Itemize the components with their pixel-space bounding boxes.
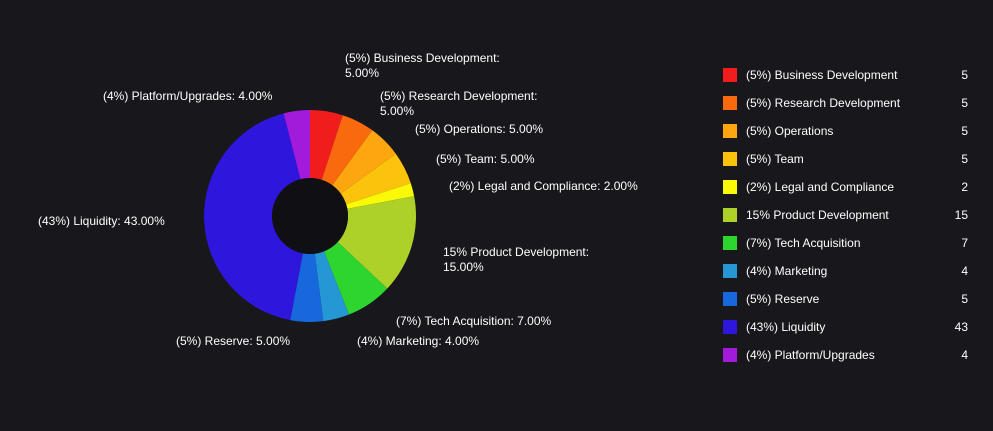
- legend-item-research-development[interactable]: (5%) Research Development 5: [723, 89, 968, 117]
- pie-slice-team[interactable]: [340, 153, 411, 205]
- legend-swatch: [723, 292, 737, 306]
- legend-item-legal-and-compliance[interactable]: (2%) Legal and Compliance 2: [723, 173, 968, 201]
- slice-label-liquidity: (43%) Liquidity: 43.00%: [38, 214, 165, 228]
- legend-value: 43: [954, 320, 968, 334]
- pie-slice-reserve[interactable]: [290, 253, 324, 322]
- slice-label-business-development: (5%) Business Development: 5.00%: [345, 51, 500, 80]
- legend-item-business-development[interactable]: (5%) Business Development 5: [723, 61, 968, 89]
- pie-slice-product-development[interactable]: [337, 196, 416, 289]
- legend-item-liquidity[interactable]: (43%) Liquidity 43: [723, 313, 968, 341]
- legend-swatch: [723, 320, 737, 334]
- slice-label-legal-and-compliance: (2%) Legal and Compliance: 2.00%: [449, 179, 638, 193]
- legend-label: (5%) Operations: [746, 124, 834, 138]
- legend-item-marketing[interactable]: (4%) Marketing 4: [723, 257, 968, 285]
- legend-value: 5: [961, 152, 968, 166]
- legend-value: 4: [961, 348, 968, 362]
- legend-label: (5%) Reserve: [746, 292, 820, 306]
- legend-item-platform-upgrades[interactable]: (4%) Platform/Upgrades 4: [723, 341, 968, 369]
- legend-swatch: [723, 208, 737, 222]
- legend-item-reserve[interactable]: (5%) Reserve 5: [723, 285, 968, 313]
- legend-label: (2%) Legal and Compliance: [746, 180, 895, 194]
- pie-slice-operations[interactable]: [332, 130, 396, 194]
- legend-label: (5%) Team: [746, 152, 804, 166]
- pie-slice-tech-acquisition[interactable]: [323, 242, 388, 315]
- pie-slice-research-development[interactable]: [321, 115, 373, 186]
- legend-item-product-development[interactable]: 15% Product Development 15: [723, 201, 968, 229]
- legend-label: (43%) Liquidity: [746, 320, 826, 334]
- legend-swatch: [723, 180, 737, 194]
- slice-label-operations: (5%) Operations: 5.00%: [415, 122, 544, 136]
- legend-value: 5: [961, 292, 968, 306]
- slice-label-team: (5%) Team: 5.00%: [436, 152, 535, 166]
- legend-value: 4: [961, 264, 968, 278]
- legend-swatch: [723, 96, 737, 110]
- slice-label-platform-upgrades: (4%) Platform/Upgrades: 4.00%: [103, 89, 273, 103]
- slice-label-research-development: (5%) Research Development: 5.00%: [380, 89, 538, 118]
- legend-label: (5%) Research Development: [746, 96, 901, 110]
- legend-value: 15: [954, 208, 968, 222]
- legend-value: 5: [961, 96, 968, 110]
- slice-label-marketing: (4%) Marketing: 4.00%: [357, 334, 480, 348]
- legend-item-tech-acquisition[interactable]: (7%) Tech Acquisition 7: [723, 229, 968, 257]
- legend-label: 15% Product Development: [746, 208, 889, 222]
- legend-label: (7%) Tech Acquisition: [746, 236, 861, 250]
- legend-value: 5: [961, 124, 968, 138]
- legend-swatch: [723, 348, 737, 362]
- pie-slice-business-development[interactable]: [310, 110, 343, 180]
- legend-value: 2: [961, 180, 968, 194]
- legend-label: (4%) Marketing: [746, 264, 828, 278]
- legend-label: (5%) Business Development: [746, 68, 898, 82]
- slice-label-product-development: 15% Product Development: 15.00%: [443, 245, 590, 274]
- legend-swatch: [723, 124, 737, 138]
- legend-item-team[interactable]: (5%) Team 5: [723, 145, 968, 173]
- legend-swatch: [723, 152, 737, 166]
- legend-value: 7: [961, 236, 968, 250]
- legend-item-operations[interactable]: (5%) Operations 5: [723, 117, 968, 145]
- slice-label-reserve: (5%) Reserve: 5.00%: [176, 334, 291, 348]
- legend-value: 5: [961, 68, 968, 82]
- legend: (5%) Business Development 5 (5%) Research …: [723, 61, 968, 369]
- pie-slice-platform-upgrades[interactable]: [283, 110, 310, 180]
- pie-slice-marketing[interactable]: [314, 251, 350, 322]
- legend-swatch: [723, 264, 737, 278]
- legend-swatch: [723, 68, 737, 82]
- slice-label-tech-acquisition: (7%) Tech Acquisition: 7.00%: [396, 314, 552, 328]
- donut-hole: [272, 178, 348, 254]
- pie-slice-legal-and-compliance[interactable]: [346, 183, 415, 209]
- legend-swatch: [723, 236, 737, 250]
- legend-label: (4%) Platform/Upgrades: [746, 348, 875, 362]
- pie-slice-liquidity[interactable]: [204, 113, 303, 321]
